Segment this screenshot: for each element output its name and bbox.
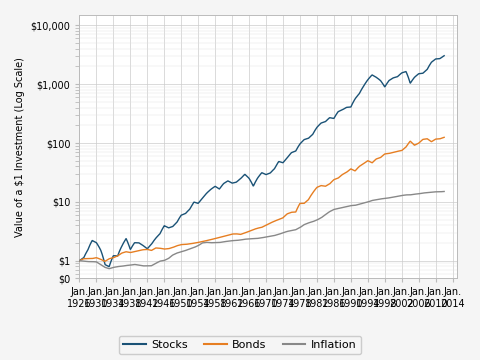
Y-axis label: Value of a $1 Investment (Log Scale): Value of a $1 Investment (Log Scale) (15, 57, 25, 237)
Legend: Stocks, Bonds, Inflation: Stocks, Bonds, Inflation (119, 336, 361, 355)
